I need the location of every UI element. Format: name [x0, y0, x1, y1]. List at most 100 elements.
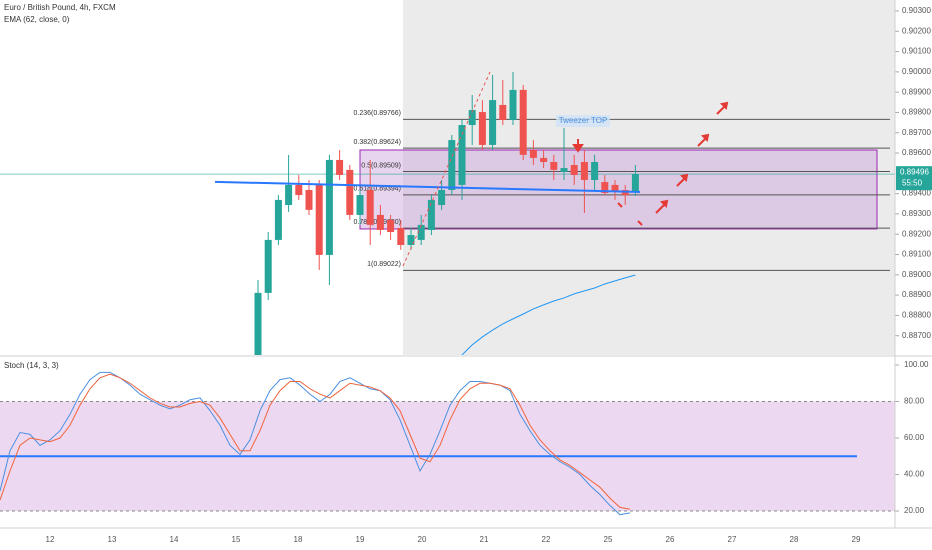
x-tick-label: 22 [542, 535, 551, 544]
y-tick-label: 0.88800 [902, 311, 931, 320]
candle-body [315, 184, 323, 255]
arrow-head [572, 144, 584, 153]
fib-label: 0.236(0.89766) [354, 110, 401, 117]
stoch-line [0, 373, 631, 510]
candle-body [346, 169, 354, 215]
fib-label: 0.5(0.89509) [361, 162, 401, 169]
y-tick-label: 0.89200 [902, 229, 931, 238]
candle-body [274, 199, 282, 240]
x-tick-label: 26 [666, 535, 675, 544]
y-tick-label: 0.90200 [902, 26, 931, 35]
candle-body [448, 140, 456, 190]
candle-body [376, 214, 384, 230]
candle-body [611, 184, 619, 193]
candle-body [580, 161, 588, 181]
arrow-head [719, 101, 729, 111]
annotation: Tweezer TOP [559, 116, 608, 125]
y-tick-label: 0.89900 [902, 87, 931, 96]
axes: 0.90300 0.90200 0.90100 0.90000 0.89900 0.898… [46, 6, 932, 544]
y-tick-label: 0.90100 [902, 47, 931, 56]
stoch-line [0, 371, 631, 516]
x-tick-label: 29 [852, 535, 861, 544]
stoch-pane [0, 371, 895, 516]
candle-body [407, 235, 415, 245]
arrow [655, 203, 666, 214]
candle-body [560, 168, 568, 172]
x-tick-label: 13 [108, 535, 117, 544]
y-tick-label: 0.90300 [902, 6, 931, 15]
candle-body [489, 100, 497, 145]
candle-body [540, 157, 548, 162]
x-tick-label: 15 [232, 535, 241, 544]
candle-body [478, 112, 486, 145]
y-tick-label: 0.89400 [902, 189, 931, 198]
y-tick-label: 80.00 [904, 397, 925, 406]
candle-body [285, 184, 293, 206]
x-tick-label: 20 [418, 535, 427, 544]
candle-body [387, 220, 395, 232]
candle-body [499, 104, 507, 120]
shaded-region [403, 0, 895, 355]
arrow [676, 177, 686, 187]
candle-body [458, 125, 466, 185]
candle-body [397, 227, 405, 245]
candle-body [519, 89, 527, 155]
x-tick-label: 12 [46, 535, 55, 544]
candle-body [427, 199, 435, 230]
y-tick-label: 0.88700 [902, 331, 931, 340]
y-tick-label: 100.00 [904, 360, 929, 369]
arrow [716, 105, 726, 115]
candle-body [591, 161, 599, 181]
candle-body [366, 189, 374, 225]
last-price-label: 0.89496 [900, 167, 929, 176]
candle-body [264, 239, 272, 293]
x-tick-label: 28 [790, 535, 799, 544]
y-tick-label: 0.88900 [902, 290, 931, 299]
last-price-badge [896, 166, 932, 191]
candle-body [295, 184, 303, 196]
candle-body [509, 89, 517, 120]
candle-body [529, 149, 537, 158]
arrows [572, 101, 729, 226]
fib-label: 0.382(0.89624) [354, 139, 401, 146]
y-tick-label: 0.89300 [902, 209, 931, 218]
y-tick-label: 60.00 [904, 433, 925, 442]
countdown: 55:50 [902, 178, 923, 187]
y-tick-label: 0.89100 [902, 250, 931, 259]
fib-label: 1(0.89022) [367, 261, 401, 268]
fib-label: 0.618(0.89394) [354, 186, 401, 193]
candle-body [254, 292, 262, 355]
y-tick-label: 0.89800 [902, 108, 931, 117]
candle-body [356, 195, 364, 215]
candle-body [631, 173, 639, 193]
x-tick-label: 14 [170, 535, 179, 544]
arrow [697, 137, 707, 147]
candle-body [417, 224, 425, 240]
x-tick-label: 18 [294, 535, 303, 544]
y-tick-label: 0.89000 [902, 270, 931, 279]
arrow-head [700, 133, 710, 143]
stoch-label: Stoch (14, 3, 3) [4, 361, 59, 370]
y-tick-label: 0.90000 [902, 67, 931, 76]
indicator-label: EMA (62, close, 0) [4, 15, 70, 24]
candle-body [570, 165, 578, 175]
arrow-head [659, 199, 669, 209]
ema-line [461, 274, 636, 355]
chart-title: Euro / British Pound, 4h, FXCM [4, 3, 116, 12]
candle-body [438, 189, 446, 206]
y-tick-label: 0.89600 [902, 148, 931, 157]
arrow [617, 202, 623, 208]
y-tick-label: 0.89700 [902, 128, 931, 137]
candle-body [336, 159, 344, 175]
x-tick-label: 19 [356, 535, 365, 544]
y-tick-label: 20.00 [904, 506, 925, 515]
zone [359, 149, 878, 230]
trendline [214, 180, 641, 194]
annotation-box [556, 115, 610, 127]
candle-body [305, 189, 313, 210]
y-tick-label: 40.00 [904, 470, 925, 479]
candle-body [550, 161, 558, 170]
arrow [637, 220, 643, 226]
candle-body [468, 110, 476, 126]
